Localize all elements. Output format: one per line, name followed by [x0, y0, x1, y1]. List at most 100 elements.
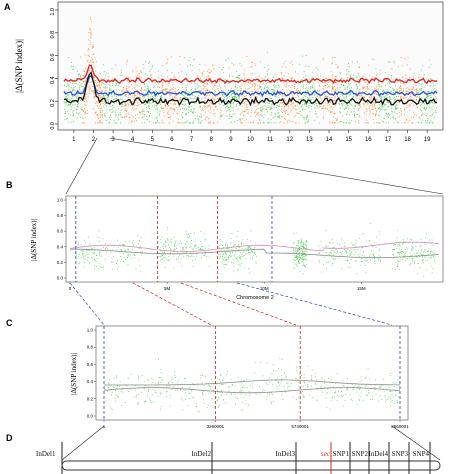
panel-a-ytick-label: 0.0: [50, 122, 56, 130]
panel-b-xtick-label: 5M: [164, 286, 171, 291]
marker-label: InDel1: [36, 450, 56, 458]
panel-c-xtick-label: 5740001: [291, 424, 309, 429]
panel-a-xtick-label: 19: [424, 137, 431, 143]
panel-b-cluster-3: [217, 230, 257, 274]
panel-b-frame: [65, 195, 444, 283]
panel-b-x-axis: 0 5M 10M 15M: [69, 282, 366, 291]
panel-c-ytick-label: 0.4: [87, 379, 94, 384]
zoom-connector-b-c: [69, 282, 393, 326]
panel-d-marker-map: InDel1 InDel2 InDel3 sec SNP1 SNP2 InDel4 SNP3 S…: [36, 442, 441, 474]
panel-c-ytick-label: 0.2: [87, 396, 94, 401]
panel-c-ytick-label: 0.6: [87, 362, 94, 367]
marker-label: SNP2: [352, 450, 369, 458]
panel-letter-a: A: [4, 2, 11, 12]
panel-a-xtick-label: 14: [326, 137, 333, 143]
panel-b-ytick-label: 0.6: [57, 229, 64, 234]
marker-indel2: InDel2: [192, 442, 213, 474]
marker-label: InDel3: [276, 450, 296, 458]
marker-list: InDel1 InDel2 InDel3 sec SNP1 SNP2 InDel4 SNP3 S…: [36, 442, 431, 474]
panel-a-xtick-label: 1: [72, 137, 76, 143]
zoom-connector-c-d: [61, 425, 441, 461]
panel-a-xtick-label: 18: [404, 137, 411, 143]
chromosome-bar: [61, 460, 441, 471]
panel-c-y-axis: 0.0 0.2 0.4 0.6 0.8 1.0: [87, 328, 96, 419]
panel-c-xtick-label: 1: [103, 424, 106, 429]
panel-b-ytick-label: 0.2: [57, 260, 64, 265]
panel-a-xtick-label: 17: [385, 137, 392, 143]
marker-indel1: InDel1: [36, 442, 63, 474]
panel-c-grey-line: [104, 379, 400, 386]
panel-a-ytick-label: 0.6: [50, 54, 56, 62]
panel-b-chromosome-plot: 0.0 0.2 0.4 0.6 0.8 1.0 0 5M 10M 15M |Δ(SNP inde…: [30, 195, 444, 301]
panel-c-xtick-label: 3260001: [207, 424, 225, 429]
panel-b-lines: [69, 196, 440, 282]
panel-b-ylabel: |Δ(SNP index)|: [30, 219, 38, 261]
panel-c-ytick-label: 0.0: [87, 414, 94, 419]
panel-letter-b: B: [6, 180, 13, 190]
marker-label: SNP1: [333, 450, 350, 458]
panel-b-grey-line: [69, 248, 440, 259]
marker-label: InDel2: [192, 450, 212, 458]
marker-label: sec: [321, 450, 331, 458]
panel-a-xtick-label: 7: [190, 137, 194, 143]
panel-c-ylabel: |Δ(SNP index)|: [70, 353, 78, 395]
panel-b-ytick-label: 0.8: [57, 213, 64, 218]
marker-indel4: InDel4: [369, 442, 390, 474]
panel-a-xtick-label: 15: [345, 137, 352, 143]
panel-a-xtick-label: 2: [92, 137, 96, 143]
panel-b-xtick-label: 15M: [357, 286, 366, 291]
panel-a-xtick-label: 13: [306, 137, 313, 143]
panel-b-y-axis: 0.0 0.2 0.4 0.6 0.8 1.0: [57, 198, 66, 281]
red-threshold-line: [63, 64, 438, 85]
panel-b-xlabel: Chromosome 2: [236, 295, 274, 301]
marker-label: SNP3: [392, 450, 409, 458]
panel-a-xtick-label: 3: [111, 137, 115, 143]
panel-a-xtick-label: 11: [267, 137, 274, 143]
panel-a-xtick-label: 16: [365, 137, 372, 143]
panel-b-ytick-label: 0.4: [57, 244, 64, 249]
marker-snp2: SNP2: [352, 442, 370, 474]
marker-label: SNP4: [413, 450, 430, 458]
zoom-connector-a-b: [65, 137, 444, 195]
panel-c-lines: [103, 326, 401, 420]
panel-c-grey-line-2: [103, 387, 401, 394]
marker-sec: sec: [321, 442, 332, 474]
panel-a-frame: [57, 1, 444, 131]
marker-snp3: SNP3: [392, 442, 410, 474]
panel-a-y-axis: 0.0 0.2 0.4 0.6 0.8 1.0: [50, 8, 58, 130]
panel-c-ytick-label: 0.8: [87, 345, 94, 350]
panel-a-xtick-label: 6: [170, 137, 174, 143]
panel-a-ytick-label: 0.4: [50, 76, 56, 84]
marker-label: InDel4: [369, 450, 389, 458]
marker-snp4: SNP4: [413, 442, 431, 474]
panel-b-pink-line: [69, 241, 440, 252]
panel-a-xtick-label: 12: [286, 137, 293, 143]
panel-a-ytick-label: 1.0: [50, 8, 56, 16]
panel-letter-c: C: [6, 318, 13, 328]
panel-b-xtick-label: 0: [69, 286, 72, 291]
panel-c-region-plot: 0.0 0.2 0.4 0.6 0.8 1.0 1 3260001 5740001 866000…: [70, 325, 409, 429]
panel-letter-d: D: [6, 433, 13, 443]
panel-a-ytick-label: 0.2: [50, 99, 56, 107]
marker-indel3: InDel3: [276, 442, 297, 474]
panel-a-ytick-label: 0.8: [50, 31, 56, 39]
panel-a-lines: [63, 64, 438, 107]
panel-a-points: [63, 17, 438, 124]
panel-a-manhattan-plot: 0.00.20.40.60.81.0 1 2 3 4 5 6 7 8 9 10 11 12 13 14 15…: [14, 1, 444, 143]
panel-c-x-axis: 1 3260001 5740001 8660001: [103, 420, 409, 429]
panel-c-ytick-label: 1.0: [87, 328, 94, 333]
panel-b-ytick-label: 1.0: [57, 198, 64, 203]
panel-a-x-axis: 1 2 3 4 5 6 7 8 9 10 11 12 13 14 15 16 17 18 19: [72, 130, 431, 143]
marker-snp1: SNP1: [333, 442, 351, 474]
panel-a-xtick-label: 9: [229, 137, 233, 143]
black-delta-line: [63, 71, 438, 107]
panel-a-xtick-label: 4: [131, 137, 135, 143]
panel-a-xtick-label: 8: [210, 137, 214, 143]
panel-a-xtick-label: 5: [151, 137, 155, 143]
chromosome-9-points: [220, 58, 242, 124]
blue-threshold-line: [63, 74, 438, 98]
panel-c-points: [104, 357, 401, 413]
panel-a-ylabel: |Δ(SNP index)|: [14, 39, 24, 93]
chromosome-1-points: [63, 56, 85, 124]
